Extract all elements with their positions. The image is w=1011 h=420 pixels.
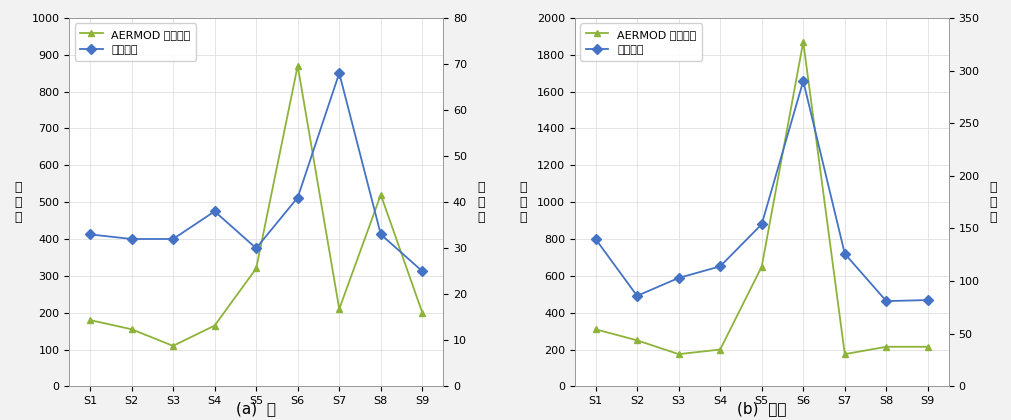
Y-axis label: 모
델
값: 모 델 값 (14, 181, 21, 223)
Line: AERMOD 모델결과: AERMOD 모델결과 (592, 38, 931, 357)
AERMOD 모델결과 (125, 327, 137, 332)
실측결과 (208, 209, 220, 214)
AERMOD 모델결과 (755, 264, 767, 269)
AERMOD 모델결과 (672, 352, 684, 357)
AERMOD 모델결과 (589, 327, 602, 332)
실측결과 (125, 236, 137, 241)
Y-axis label: 실
측
값: 실 측 값 (477, 181, 484, 223)
AERMOD 모델결과 (375, 192, 387, 197)
실측결과 (631, 293, 643, 298)
실측결과 (755, 222, 767, 227)
실측결과 (334, 71, 346, 76)
실측결과 (881, 299, 893, 304)
AERMOD 모델결과 (714, 347, 726, 352)
AERMOD 모델결과 (250, 266, 262, 271)
Y-axis label: 모
델
값: 모 델 값 (520, 181, 527, 223)
AERMOD 모델결과 (208, 323, 220, 328)
Y-axis label: 실
측
값: 실 측 값 (990, 181, 997, 223)
Line: 실측결과: 실측결과 (592, 78, 931, 304)
실측결과 (922, 297, 934, 302)
실측결과 (589, 236, 602, 241)
AERMOD 모델결과 (631, 338, 643, 343)
Text: (b)  가을: (b) 가을 (737, 401, 787, 416)
실측결과 (672, 276, 684, 281)
AERMOD 모델결과 (84, 318, 96, 323)
실측결과 (375, 232, 387, 237)
실측결과 (839, 251, 851, 256)
AERMOD 모델결과 (798, 39, 810, 45)
Legend: AERMOD 모델결과, 실측결과: AERMOD 모델결과, 실측결과 (580, 24, 702, 60)
AERMOD 모델결과 (417, 310, 429, 315)
Line: AERMOD 모델결과: AERMOD 모델결과 (87, 62, 426, 349)
AERMOD 모델결과 (167, 343, 179, 348)
Line: 실측결과: 실측결과 (87, 70, 426, 275)
실측결과 (417, 269, 429, 274)
실측결과 (250, 246, 262, 251)
AERMOD 모델결과 (881, 344, 893, 349)
AERMOD 모델결과 (291, 63, 303, 68)
AERMOD 모델결과 (922, 344, 934, 349)
실측결과 (84, 232, 96, 237)
실측결과 (798, 79, 810, 84)
Text: (a)  봄: (a) 봄 (237, 401, 276, 416)
실측결과 (291, 195, 303, 200)
실측결과 (714, 264, 726, 269)
실측결과 (167, 236, 179, 241)
Legend: AERMOD 모델결과, 실측결과: AERMOD 모델결과, 실측결과 (75, 24, 196, 60)
AERMOD 모델결과 (839, 352, 851, 357)
AERMOD 모델결과 (334, 307, 346, 312)
